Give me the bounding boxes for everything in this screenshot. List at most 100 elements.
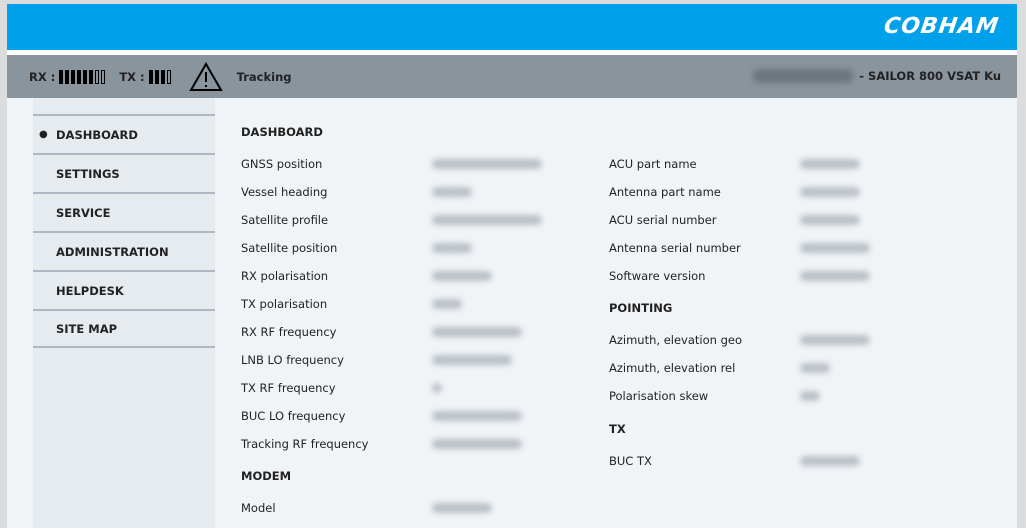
info-row: RX polarisation	[241, 268, 542, 296]
header: COBHAM	[7, 4, 1017, 50]
sidebar: ● DASHBOARD SETTINGS SERVICE ADMINISTRATION H…	[33, 98, 215, 528]
section-title: MODEM	[241, 469, 292, 483]
signal-bar	[59, 69, 64, 84]
info-row: Antenna serial number	[609, 240, 870, 268]
signal-bar	[71, 69, 76, 84]
redacted-value	[432, 187, 472, 197]
info-row: Model	[241, 500, 542, 528]
redacted-value	[800, 391, 820, 401]
redacted-value	[432, 411, 522, 421]
info-row: Satellite position	[241, 240, 542, 268]
sidebar-item-helpdesk[interactable]: HELPDESK	[33, 270, 215, 309]
redacted-value	[432, 503, 492, 513]
section-title: POINTING	[609, 301, 673, 315]
redacted-value	[432, 299, 462, 309]
redacted-value	[800, 187, 860, 197]
row-label: GNSS position	[241, 157, 323, 171]
redacted-value	[800, 363, 830, 373]
signal-bar	[166, 69, 171, 84]
info-row: GNSS position	[241, 156, 542, 184]
signal-bar	[148, 69, 153, 84]
signal-bar	[89, 69, 94, 84]
sidebar-item-label: SERVICE	[56, 205, 111, 220]
section-title: DASHBOARD	[241, 125, 323, 139]
product-name: - SAILOR 800 VSAT Ku	[859, 69, 1001, 83]
row-label: BUC LO frequency	[241, 409, 346, 423]
info-row: TX polarisation	[241, 296, 542, 324]
row-label: RX polarisation	[241, 269, 329, 283]
dashboard-left-column: DASHBOARD GNSS position Vessel heading Sate…	[241, 124, 542, 528]
info-row: ACU part name	[609, 156, 870, 184]
sidebar-item-label: ADMINISTRATION	[56, 244, 169, 259]
info-row: Antenna part name	[609, 184, 870, 212]
row-label: TX RF frequency	[241, 381, 336, 395]
row-label: Satellite profile	[241, 213, 329, 227]
row-label: LNB LO frequency	[241, 353, 344, 367]
info-row: ACU serial number	[609, 212, 870, 240]
sidebar-item-site-map[interactable]: SITE MAP	[33, 309, 215, 348]
rx-signal-bars	[59, 69, 106, 84]
sidebar-item-service[interactable]: SERVICE	[33, 192, 215, 231]
sidebar-item-label: SETTINGS	[56, 166, 120, 181]
info-row: TX RF frequency	[241, 380, 542, 408]
redacted-value	[800, 456, 860, 466]
row-label: Polarisation skew	[609, 389, 709, 403]
info-row: Software version	[609, 268, 870, 300]
redacted-value	[432, 159, 542, 169]
row-label: ACU serial number	[609, 213, 717, 227]
row-label: TX polarisation	[241, 297, 328, 311]
sidebar-item-label: DASHBOARD	[56, 127, 138, 142]
signal-bar	[95, 69, 100, 84]
info-row: RX RF frequency	[241, 324, 542, 352]
info-row: Azimuth, elevation geo	[609, 332, 870, 360]
row-label: Azimuth, elevation geo	[609, 333, 742, 347]
info-row: BUC LO frequency	[241, 408, 542, 436]
tx-signal-bars	[148, 69, 171, 84]
redacted-value	[432, 327, 522, 337]
signal-bar	[154, 69, 159, 84]
info-row: BUC TX	[609, 453, 870, 481]
redacted-name	[753, 69, 854, 83]
redacted-value	[432, 271, 492, 281]
page: COBHAM RX : TX : Tracking - SAILOR 800 V…	[7, 4, 1017, 528]
info-row: Vessel heading	[241, 184, 542, 212]
warning-triangle-icon	[188, 61, 223, 91]
rx-label: RX :	[29, 69, 56, 84]
info-row: Satellite profile	[241, 212, 542, 240]
row-label: RX RF frequency	[241, 325, 337, 339]
row-label: Antenna part name	[609, 185, 721, 199]
sidebar-item-dashboard[interactable]: ● DASHBOARD	[33, 114, 215, 153]
redacted-value	[432, 355, 512, 365]
row-label: Vessel heading	[241, 185, 328, 199]
row-label: ACU part name	[609, 157, 697, 171]
row-label: Software version	[609, 269, 706, 283]
signal-bar	[83, 69, 88, 84]
sidebar-item-label: HELPDESK	[56, 283, 124, 298]
signal-bar	[101, 69, 106, 84]
dashboard-right-column: ACU part name Antenna part name ACU serial…	[609, 156, 870, 481]
redacted-value	[432, 383, 442, 393]
row-label: Tracking RF frequency	[241, 437, 369, 451]
redacted-value	[800, 271, 870, 281]
info-row: LNB LO frequency	[241, 352, 542, 380]
sidebar-item-settings[interactable]: SETTINGS	[33, 153, 215, 192]
redacted-value	[432, 439, 522, 449]
info-row: Tracking RF frequency	[241, 436, 542, 468]
tx-label: TX :	[119, 69, 145, 84]
divider	[7, 50, 1017, 55]
redacted-value	[800, 215, 860, 225]
redacted-value	[800, 335, 870, 345]
cobham-logo: COBHAM	[882, 14, 1001, 39]
signal-bar	[77, 69, 82, 84]
tracking-status: Tracking	[236, 69, 292, 84]
section-title: TX	[609, 422, 626, 436]
row-label: BUC TX	[609, 454, 652, 468]
sidebar-item-administration[interactable]: ADMINISTRATION	[33, 231, 215, 270]
info-row: Polarisation skew	[609, 388, 870, 421]
signal-bar	[65, 69, 70, 84]
active-bullet-icon: ●	[39, 129, 48, 140]
sidebar-item-label: SITE MAP	[56, 321, 118, 336]
redacted-value	[800, 243, 870, 253]
redacted-value	[800, 159, 860, 169]
signal-bar	[160, 69, 165, 84]
